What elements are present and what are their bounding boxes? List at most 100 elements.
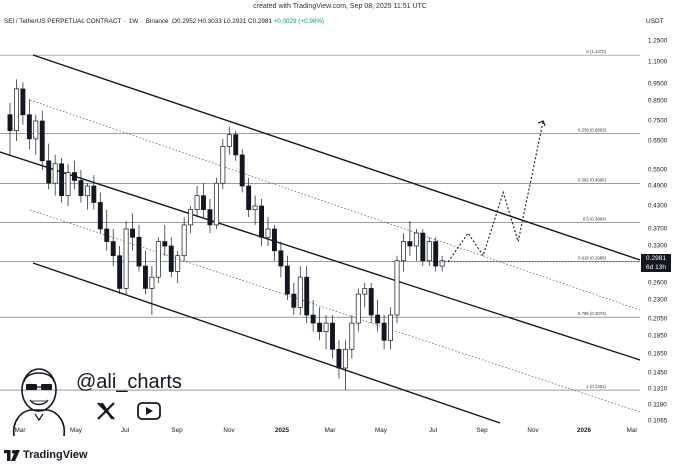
- time-axis-label: Nov: [527, 427, 539, 434]
- x-logo-icon[interactable]: [95, 400, 117, 422]
- candle-body: [233, 134, 239, 156]
- price-axis-label: 0.1450: [648, 369, 668, 377]
- price-axis-label: 0.1650: [648, 350, 668, 358]
- time-axis-label: Mar: [324, 427, 336, 434]
- symbol-name[interactable]: SEI / TetherUS PERPETUAL CONTRACT: [4, 18, 122, 25]
- fib-level-label: 0.236 (0.6863): [578, 127, 607, 132]
- candle-body: [33, 120, 39, 140]
- candle-body: [362, 288, 368, 295]
- price-axis-label: 0.1850: [648, 332, 668, 340]
- projection-path-line: [447, 120, 544, 263]
- price-axis-label: 0.4300: [648, 202, 668, 210]
- price-axis-label: 0.8500: [648, 97, 668, 105]
- channel-boundary-line: [0, 151, 640, 361]
- time-axis-label: 2026: [576, 427, 592, 434]
- candle-body: [110, 241, 116, 257]
- candle-body: [278, 250, 284, 267]
- candle-body: [381, 322, 387, 341]
- candle-body: [439, 260, 445, 267]
- candle-body: [220, 146, 226, 184]
- price-axis-label: 0.6500: [648, 137, 668, 145]
- candle-body: [181, 224, 187, 257]
- candle-body: [413, 232, 419, 247]
- screenshot-caption: created with TradingView.com, Sep 08, 20…: [253, 3, 427, 10]
- candle-body: [407, 241, 413, 247]
- candle-body: [39, 120, 45, 162]
- candle-body: [207, 209, 213, 226]
- candle-body: [252, 205, 258, 210]
- candle-body: [26, 114, 32, 140]
- time-axis-label: May: [70, 427, 82, 434]
- candle-body: [104, 228, 110, 242]
- candle-body: [246, 185, 252, 210]
- candle-body: [420, 232, 426, 262]
- candle-body: [59, 163, 65, 197]
- symbol-legend[interactable]: SEI / TetherUS PERPETUAL CONTRACT · 1W ·…: [4, 18, 325, 25]
- candle-body: [297, 276, 303, 308]
- price-axis-label: 0.3300: [648, 242, 668, 250]
- candle-body: [349, 322, 355, 350]
- fib-level-label: 0.618 (0.2988): [578, 255, 607, 260]
- candle-body: [401, 241, 406, 262]
- time-axis-label: Jul: [120, 427, 130, 434]
- last-price-tag: 0.2981 6d 13h: [641, 254, 671, 272]
- tradingview-branding[interactable]: TradingView: [4, 446, 88, 464]
- candle-body: [136, 236, 142, 267]
- candle-body: [291, 293, 297, 308]
- fib-retracement[interactable]: 0 (1.1470) 0.236 (0.6863) 0.382 (0.4995) 0.…: [0, 49, 640, 391]
- candle-body: [117, 255, 123, 289]
- candle-body: [226, 134, 232, 147]
- candle-body: [175, 255, 181, 272]
- channel-boundary-line: [32, 54, 640, 261]
- candle-body: [97, 202, 103, 230]
- candle-body: [130, 228, 135, 238]
- candle-body: [259, 205, 265, 238]
- candle-body: [265, 228, 271, 238]
- channel-midline: [29, 99, 640, 311]
- time-axis-label: May: [375, 427, 387, 434]
- price-axis-label: 0.4900: [648, 182, 668, 190]
- bar-countdown: 6d 13h: [646, 264, 666, 271]
- candle-body: [149, 276, 155, 289]
- candle-body: [213, 182, 219, 226]
- candle-body: [65, 172, 71, 197]
- candle-body: [201, 195, 206, 210]
- candle-body: [355, 293, 361, 324]
- candle-body: [46, 160, 52, 184]
- candle-body: [52, 163, 58, 184]
- descending-channel[interactable]: [0, 54, 640, 424]
- price-chart[interactable]: 0 (1.1470) 0.236 (0.6863) 0.382 (0.4995) 0.…: [0, 28, 640, 428]
- candle-body: [284, 265, 290, 295]
- candlestick-series: [7, 79, 640, 391]
- price-axis-label: 0.1310: [648, 385, 668, 393]
- candle-body: [342, 348, 348, 369]
- low-value: L0.2931: [223, 18, 247, 25]
- interval-label[interactable]: 1W: [128, 18, 139, 25]
- projection-arrowhead: [537, 120, 546, 127]
- candle-body: [394, 260, 400, 316]
- time-axis-label: Sep: [171, 427, 183, 434]
- candle-body: [336, 348, 342, 369]
- candle-body: [168, 245, 174, 272]
- price-axis-label: 0.5500: [648, 166, 668, 174]
- candle-body: [162, 241, 168, 247]
- candle-body: [143, 265, 148, 289]
- author-handle: @ali_charts: [76, 371, 182, 393]
- candle-body: [330, 322, 335, 350]
- author-avatar-icon: [12, 368, 66, 437]
- candle-body: [388, 314, 394, 341]
- youtube-icon[interactable]: [136, 400, 162, 422]
- tradingview-wordmark: TradingView: [23, 449, 88, 461]
- candle-body: [310, 314, 316, 324]
- close-value: C0.2981: [248, 18, 272, 25]
- price-axis-label: 0.1065: [648, 417, 668, 425]
- candle-body: [72, 172, 77, 181]
- projection-path[interactable]: [447, 120, 546, 263]
- time-axis-label: Jul: [428, 427, 438, 434]
- channel-boundary-line: [32, 262, 501, 424]
- candle-body: [272, 228, 277, 252]
- candle-body: [91, 185, 97, 203]
- candle-body: [155, 241, 161, 278]
- price-axis-label: 0.2300: [648, 296, 668, 304]
- candle-body: [368, 288, 374, 316]
